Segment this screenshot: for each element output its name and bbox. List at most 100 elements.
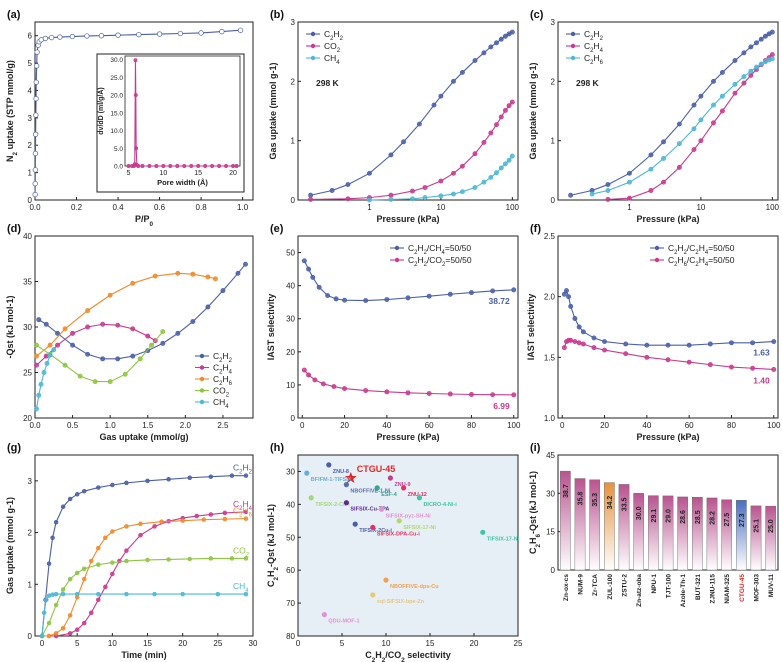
data-point bbox=[175, 164, 180, 168]
data-point bbox=[451, 191, 456, 197]
legend-label: C2H2 bbox=[584, 29, 603, 42]
data-point bbox=[301, 258, 307, 264]
panel-label: (e) bbox=[270, 223, 284, 235]
data-point bbox=[55, 342, 61, 348]
x-axis-label: P/P0 bbox=[135, 214, 154, 228]
data-point bbox=[472, 58, 478, 64]
data-point bbox=[208, 474, 214, 479]
data-point bbox=[235, 270, 241, 276]
data-point bbox=[110, 482, 115, 488]
point-label: SIFSIX-DPA-Cu-i bbox=[377, 531, 420, 537]
point-label: TIFSIX-2Cu-i bbox=[359, 528, 392, 534]
x-tick-label: 5 bbox=[340, 639, 345, 648]
x-tick-label: 20 bbox=[470, 639, 479, 648]
data-point bbox=[107, 379, 113, 385]
series-line bbox=[310, 31, 513, 196]
data-point bbox=[103, 535, 108, 540]
data-point bbox=[74, 570, 80, 576]
data-point bbox=[572, 316, 578, 321]
data-point bbox=[472, 151, 478, 157]
data-point bbox=[34, 342, 39, 348]
x-tick-label: 0.8 bbox=[196, 203, 208, 212]
legend-marker bbox=[199, 388, 205, 393]
data-point bbox=[81, 566, 87, 572]
data-point bbox=[502, 161, 508, 167]
data-point bbox=[481, 139, 487, 145]
panel-label: (g) bbox=[7, 442, 21, 454]
data-point bbox=[732, 58, 738, 64]
legend-marker bbox=[199, 365, 205, 370]
data-point bbox=[130, 353, 136, 359]
bar bbox=[662, 495, 674, 571]
data-point bbox=[494, 170, 499, 176]
data-point bbox=[81, 576, 87, 582]
data-point bbox=[70, 342, 76, 348]
data-point bbox=[67, 613, 73, 618]
data-point bbox=[410, 196, 415, 202]
data-point bbox=[754, 40, 759, 46]
data-point bbox=[53, 591, 59, 597]
data-point bbox=[345, 182, 351, 188]
data-point bbox=[62, 326, 68, 332]
y-tick-label: 6 bbox=[28, 32, 33, 41]
data-point bbox=[60, 587, 66, 592]
data-point bbox=[96, 597, 101, 603]
data-point bbox=[480, 529, 486, 535]
category-label: ZSTU-2 bbox=[622, 574, 629, 597]
y-tick-label: 45 bbox=[546, 451, 555, 460]
data-point bbox=[100, 321, 106, 327]
data-point bbox=[166, 477, 171, 482]
category-label: Azole-Th-1 bbox=[680, 574, 687, 608]
data-point bbox=[329, 188, 335, 193]
data-point bbox=[589, 191, 595, 197]
data-point bbox=[576, 340, 582, 346]
panel-f: 0 20 40 60 80 100 1.0 1.5 2.0 2.5 Pressure (kPa) IA… bbox=[526, 223, 781, 442]
y-tick-label: 1 bbox=[291, 137, 296, 146]
data-point bbox=[748, 44, 754, 50]
data-point bbox=[451, 78, 456, 84]
data-point bbox=[130, 326, 136, 332]
legend-marker bbox=[654, 257, 660, 263]
y-axis-label: N2 uptake (STP mmol/g) bbox=[5, 60, 19, 162]
y-tick-label: 1 bbox=[28, 580, 33, 589]
data-point bbox=[243, 556, 249, 561]
data-point bbox=[222, 516, 228, 522]
point-label: SIFSIX-Cu-TPA bbox=[350, 507, 389, 513]
inset-x-tick-label: 10 bbox=[159, 170, 167, 177]
data-point bbox=[301, 367, 307, 373]
data-point bbox=[626, 195, 632, 201]
data-point bbox=[325, 293, 331, 299]
panel-label: (b) bbox=[270, 9, 284, 21]
point-label: SIFSIX-17-Ni bbox=[403, 525, 436, 531]
point-label: ZNU-9 bbox=[394, 482, 410, 488]
data-point bbox=[561, 291, 567, 297]
legend-label: C2H4 bbox=[213, 363, 233, 376]
data-point bbox=[53, 519, 59, 525]
legend-marker bbox=[570, 55, 576, 61]
data-point bbox=[498, 36, 504, 42]
plot-frame bbox=[297, 21, 519, 201]
category-label: ZJNU-115 bbox=[710, 574, 717, 604]
panel-c: 1 10 100 0 1 2 3 Pressure (kPa) Gas uptake (mmol… bbox=[528, 9, 780, 224]
data-point bbox=[469, 392, 474, 397]
data-point bbox=[488, 130, 494, 136]
data-point bbox=[308, 495, 314, 501]
x-tick-label: 25 bbox=[213, 639, 222, 648]
legend-marker bbox=[199, 376, 205, 382]
data-point bbox=[580, 329, 586, 335]
data-point bbox=[103, 584, 108, 590]
data-point bbox=[320, 381, 326, 387]
data-point bbox=[676, 121, 682, 127]
bar bbox=[589, 479, 600, 571]
data-point bbox=[648, 188, 654, 193]
data-point bbox=[605, 182, 611, 188]
data-point bbox=[602, 347, 607, 353]
data-point bbox=[96, 591, 101, 597]
data-point bbox=[405, 390, 411, 396]
data-point bbox=[306, 372, 312, 378]
x-tick-label: 1.0 bbox=[105, 421, 117, 430]
x-tick-label: 20 bbox=[340, 421, 349, 430]
point-label: SIFSIX-pyz-SH-Ni bbox=[386, 513, 432, 519]
bar bbox=[574, 478, 586, 571]
